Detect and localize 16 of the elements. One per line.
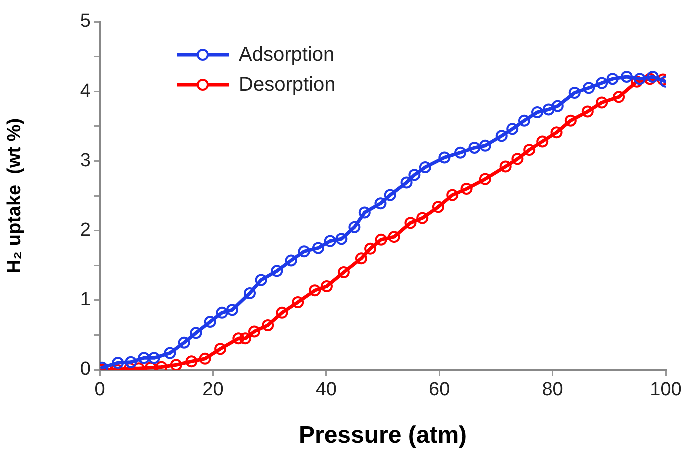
x-tick-label: 80 — [542, 380, 564, 401]
y-tick-label: 1 — [80, 290, 91, 311]
x-tick-label: 20 — [202, 380, 224, 401]
y-axis-title: H₂ uptake (wt %) — [4, 118, 26, 274]
x-tick-label: 60 — [429, 380, 450, 401]
y-tick-label: 5 — [80, 11, 91, 32]
legend-label: Adsorption — [239, 44, 335, 66]
x-axis-title: Pressure (atm) — [298, 422, 468, 450]
y-tick-label: 4 — [80, 80, 92, 102]
x-tick-label: 100 — [650, 380, 682, 401]
y-tick-label: 0 — [80, 359, 91, 380]
x-tick-label: 40 — [316, 380, 337, 401]
legend-label: Desorption — [239, 74, 336, 96]
y-tick-label: 2 — [80, 220, 91, 242]
y-tick-label: 3 — [80, 150, 91, 172]
x-tick-label: 0 — [94, 380, 106, 401]
